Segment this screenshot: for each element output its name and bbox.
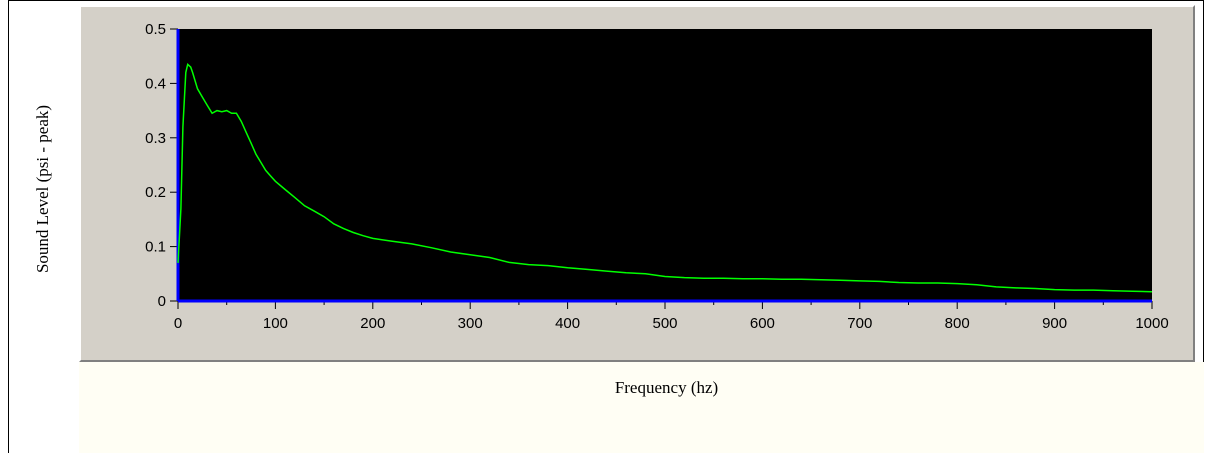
x-tick-label: 900 <box>1042 315 1067 332</box>
x-axis-label: Frequency (hz) <box>614 378 719 397</box>
lower-band <box>79 362 1204 453</box>
plot-area <box>178 29 1152 301</box>
y-tick-label: 0.3 <box>145 130 166 147</box>
x-tick-label: 600 <box>750 315 775 332</box>
x-tick-label: 1000 <box>1135 315 1168 332</box>
x-tick-label: 300 <box>458 315 483 332</box>
y-tick-label: 0 <box>158 293 166 310</box>
series-line <box>177 62 1153 293</box>
x-tick-label: 100 <box>263 315 288 332</box>
x-tick-label: 0 <box>174 315 182 332</box>
x-tick-label: 800 <box>945 315 970 332</box>
x-tick-label: 200 <box>360 315 385 332</box>
x-tick-label: 700 <box>847 315 872 332</box>
page-frame <box>8 0 1204 453</box>
y-tick-label: 0.4 <box>145 75 166 92</box>
y-tick-label: 0.5 <box>145 21 166 38</box>
y-tick-label: 0.2 <box>145 184 166 201</box>
x-tick-label: 400 <box>555 315 580 332</box>
x-tick-label: 500 <box>652 315 677 332</box>
y-tick-label: 0.1 <box>145 239 166 256</box>
